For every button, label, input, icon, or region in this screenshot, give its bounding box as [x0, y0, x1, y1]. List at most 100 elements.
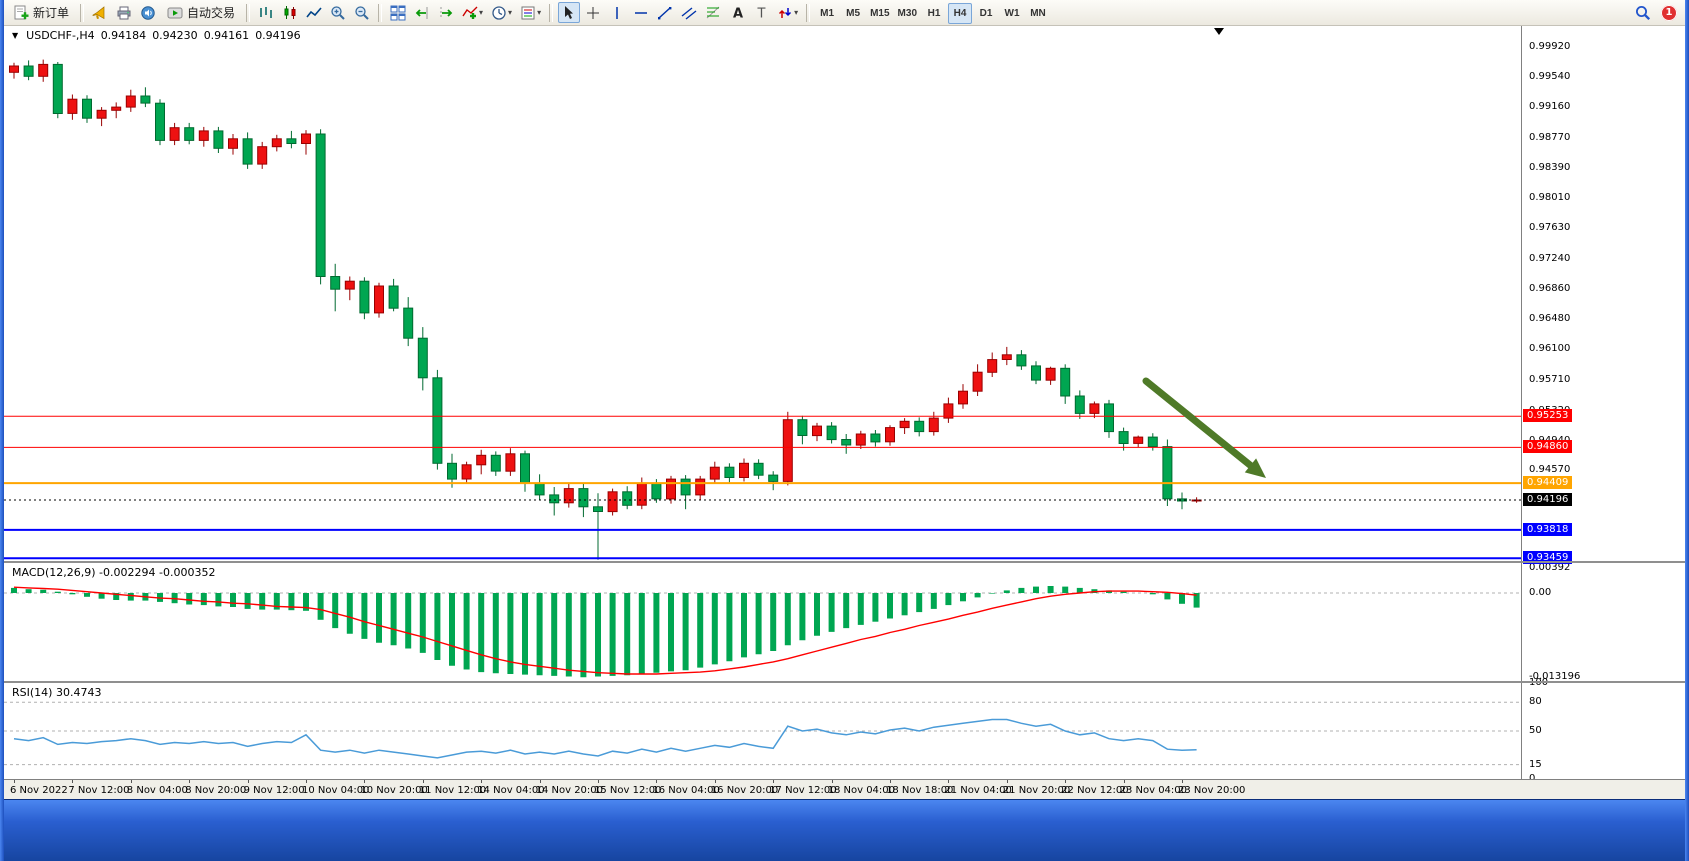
- time-label: 10 Nov 20:00: [360, 785, 428, 796]
- time-label: 14 Nov 04:00: [477, 785, 545, 796]
- candlestick-chart-button[interactable]: [279, 2, 301, 23]
- macd-signal-value: -0.000352: [159, 566, 216, 579]
- zoom-in-button[interactable]: [327, 2, 349, 23]
- timeframe-M15[interactable]: M15: [867, 3, 892, 24]
- timeframe-H4[interactable]: H4: [948, 3, 972, 24]
- horizontal-line-icon: [635, 11, 648, 14]
- line-chart-button[interactable]: [303, 2, 325, 23]
- price-tick: 0.99920: [1529, 40, 1571, 52]
- line-chart-icon: [306, 6, 322, 17]
- timeframe-W1[interactable]: W1: [1000, 3, 1024, 24]
- price-tick: 0.96860: [1529, 283, 1571, 295]
- templates-button[interactable]: ▾: [517, 2, 544, 23]
- time-tick: [831, 780, 833, 783]
- ohlc-open: 0.94184: [100, 29, 147, 42]
- bar-chart-button[interactable]: [255, 2, 277, 23]
- timeframe-M30[interactable]: M30: [895, 3, 920, 24]
- symbol-title: USDCHF-,H4: [26, 29, 95, 42]
- time-tick: [247, 780, 249, 783]
- speaker-icon: [141, 5, 155, 20]
- time-tick: [364, 780, 366, 783]
- time-axis[interactable]: 6 Nov 2022 7 Nov 12:00 8 Nov 04:00 8 Nov 20…: [4, 779, 1685, 800]
- macd-axis-tick: 0.00: [1529, 586, 1552, 598]
- one-click-trading-toggle[interactable]: ▼: [12, 31, 19, 40]
- chevron-down-icon: ▾: [794, 8, 799, 17]
- autotrading-button[interactable]: 自动交易: [161, 2, 241, 23]
- price-tick: 0.99540: [1529, 71, 1571, 83]
- timeframe-H1[interactable]: H1: [922, 3, 946, 24]
- zoom-out-icon: [355, 5, 369, 20]
- printer-button[interactable]: [113, 2, 135, 23]
- chevron-down-icon: ▾: [537, 8, 542, 17]
- search-button[interactable]: [1632, 2, 1654, 23]
- time-label: 23 Nov 04:00: [1119, 785, 1188, 796]
- fibonacci-tool-button[interactable]: [702, 2, 724, 23]
- time-label: 16 Nov 04:00: [652, 785, 720, 796]
- trendline-tool-button[interactable]: [654, 2, 676, 23]
- main-chart-panel[interactable]: ▼ USDCHF-,H4 0.94184 0.94230 0.94161 0.9…: [4, 26, 1521, 561]
- channel-tool-button[interactable]: [678, 2, 700, 23]
- indicators-button[interactable]: ▾: [459, 2, 486, 23]
- text-tool-button[interactable]: A: [726, 2, 748, 23]
- rsi-axis-tick: 50: [1529, 725, 1542, 736]
- macd-axis-tick: 0.00392: [1529, 561, 1571, 573]
- time-tick: [306, 780, 307, 783]
- chart-shift-button[interactable]: [435, 2, 457, 23]
- svg-text:A: A: [733, 6, 743, 21]
- time-label: 17 Nov 12:00: [769, 785, 837, 796]
- label-tool-button[interactable]: T: [750, 2, 772, 23]
- level-lines[interactable]: [4, 415, 1521, 560]
- auto-scroll-button[interactable]: [411, 2, 433, 23]
- time-label: 9 Nov 12:00: [243, 785, 305, 796]
- time-tick: [598, 780, 599, 783]
- price-badge-0.93818: 0.93818: [1523, 522, 1573, 536]
- time-tick: [890, 780, 891, 783]
- trendline-icon: [658, 6, 672, 19]
- price-axis[interactable]: 0.99920 0.99540 0.99160 0.98770 0.98390 0.980…: [1521, 26, 1686, 784]
- price-badge-0.94196: 0.94196: [1523, 492, 1573, 506]
- notification-badge[interactable]: 1: [1661, 4, 1677, 21]
- timeframe-M1[interactable]: M1: [815, 3, 839, 24]
- crosshair-tool-button[interactable]: [582, 2, 604, 23]
- speaker-button[interactable]: [137, 2, 159, 23]
- zoom-in-icon: [331, 5, 345, 20]
- periods-button[interactable]: ▾: [488, 2, 515, 23]
- time-tick: [714, 780, 716, 783]
- panel-splitter[interactable]: [4, 681, 1685, 683]
- price-tick: 0.97630: [1529, 222, 1571, 234]
- toolbar-separator: [549, 3, 554, 22]
- rsi-label: RSI(14) 30.4743: [12, 686, 102, 699]
- label-icon: T: [757, 6, 766, 21]
- zoom-out-button[interactable]: [351, 2, 373, 23]
- new-order-icon: [14, 5, 29, 19]
- panel-splitter[interactable]: [4, 561, 1685, 563]
- cursor-icon: [565, 5, 574, 19]
- timeframe-MN[interactable]: MN: [1026, 3, 1050, 24]
- arrows-tool-button[interactable]: ▾: [774, 2, 801, 23]
- rsi-panel[interactable]: RSI(14) 30.4743: [4, 683, 1521, 779]
- timeframe-M5[interactable]: M5: [841, 3, 865, 24]
- toolbar-separator: [80, 3, 85, 22]
- vertical-line-tool-button[interactable]: [606, 2, 628, 23]
- trend-arrow[interactable]: [1142, 377, 1266, 478]
- fibonacci-icon: [706, 6, 720, 18]
- megaphone-button[interactable]: [89, 2, 111, 23]
- macd-chart: [4, 586, 1521, 678]
- rsi-axis-tick: 15: [1529, 758, 1542, 770]
- time-tick: [130, 780, 132, 783]
- candlestick-chart[interactable]: [4, 26, 1521, 561]
- autotrading-icon: [167, 7, 183, 18]
- time-label: 18 Nov 18:00: [886, 785, 954, 796]
- timeframe-D1[interactable]: D1: [974, 3, 998, 24]
- time-tick: [1065, 780, 1067, 783]
- new-order-button[interactable]: 新订单: [7, 2, 75, 23]
- cursor-tool-button[interactable]: [558, 2, 581, 23]
- tile-windows-button[interactable]: [387, 2, 409, 23]
- macd-panel[interactable]: MACD(12,26,9) -0.002294 -0.000352: [4, 563, 1521, 681]
- price-tick: 0.97240: [1529, 253, 1571, 265]
- crosshair-icon: [587, 6, 600, 19]
- price-tick: 0.98390: [1529, 162, 1571, 174]
- horizontal-line-tool-button[interactable]: [630, 2, 652, 23]
- time-label: 16 Nov 20:00: [710, 785, 779, 796]
